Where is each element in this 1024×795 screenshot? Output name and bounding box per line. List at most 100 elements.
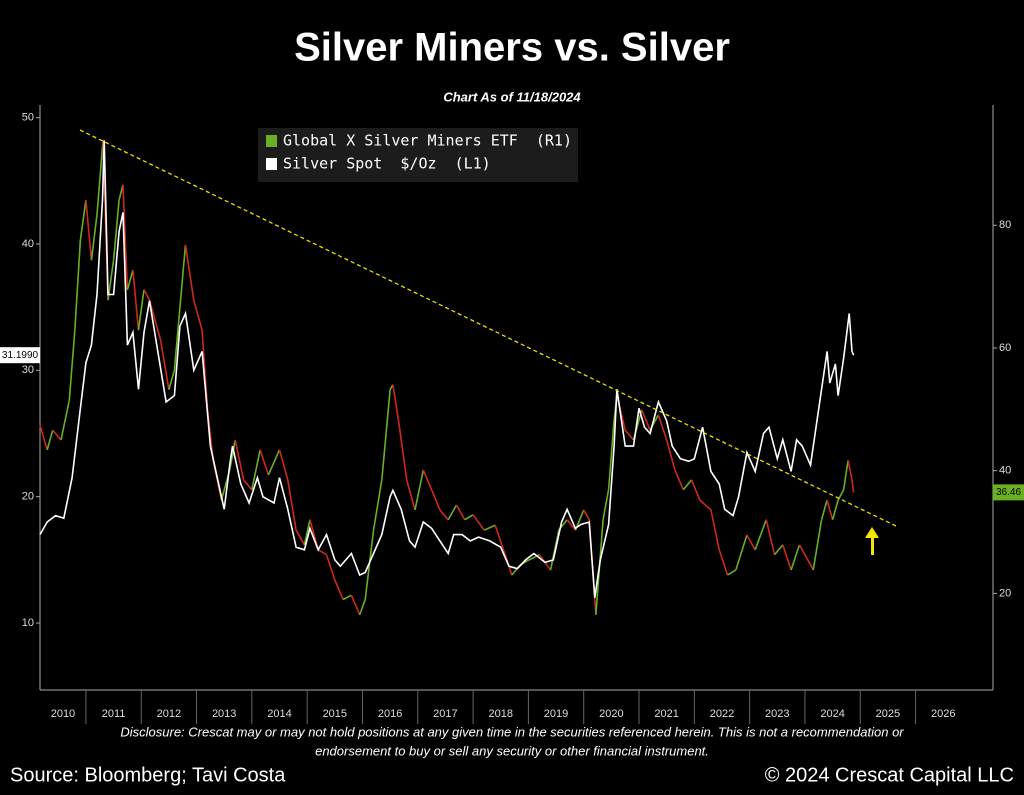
- line-segment: [46, 429, 54, 451]
- y2-tick-label: 80: [999, 219, 1011, 231]
- line-segment: [464, 514, 474, 521]
- line-segment: [192, 299, 203, 331]
- x-tick-label: 2024: [820, 708, 844, 720]
- line-segment: [228, 439, 237, 471]
- line-segment: [790, 544, 801, 571]
- x-tick-label: 2021: [654, 708, 678, 720]
- plot-area: [39, 139, 855, 616]
- x-tick-label: 2012: [157, 708, 181, 720]
- line-segment: [184, 244, 195, 301]
- x-tick-label: 2015: [323, 708, 347, 720]
- line-segment: [414, 469, 425, 511]
- line-segment: [699, 499, 712, 511]
- x-tick-label: 2019: [544, 708, 568, 720]
- line-segment: [85, 200, 93, 261]
- y2-tick-label: 40: [999, 465, 1011, 477]
- legend-box: [258, 128, 578, 182]
- line-segment: [447, 504, 458, 521]
- last-price-box: [0, 347, 40, 364]
- y-tick-label: 10: [22, 617, 34, 629]
- line-segment: [607, 419, 615, 490]
- line-segment: [812, 519, 823, 571]
- line-segment: [79, 199, 87, 241]
- x-tick-label: 2023: [765, 708, 789, 720]
- line-segment: [798, 544, 806, 556]
- line-segment: [754, 519, 767, 551]
- line-segment: [251, 449, 261, 490]
- legend-label: Silver Spot $/Oz (L1): [283, 155, 491, 173]
- arrow: [865, 527, 879, 555]
- line-segment: [317, 549, 327, 556]
- line-segment: [234, 439, 245, 481]
- line-segment: [422, 469, 433, 490]
- legend-label: Global X Silver Miners ETF (R1): [283, 132, 572, 150]
- series-line: [39, 140, 855, 598]
- line-segment: [143, 289, 151, 301]
- line-segment: [137, 289, 145, 331]
- line-segment: [566, 519, 577, 531]
- line-segment: [96, 139, 104, 215]
- line-segment: [430, 489, 441, 511]
- line-segment: [148, 299, 162, 341]
- y2-tick-label: 20: [999, 587, 1011, 599]
- line-segment: [851, 479, 855, 493]
- disclosure: endorsement to buy or sell any security …: [315, 743, 709, 758]
- line-segment: [847, 460, 853, 481]
- x-tick-label: 2011: [102, 708, 126, 720]
- last-price-label: 31.1990: [2, 350, 39, 361]
- line-segment: [159, 339, 170, 390]
- line-segment: [287, 479, 297, 531]
- line-segment: [259, 449, 270, 476]
- line-segment: [735, 534, 748, 571]
- line-segment: [718, 549, 729, 576]
- line-segment: [765, 519, 776, 555]
- line-segment: [472, 514, 485, 531]
- line-segment: [657, 414, 668, 441]
- line-segment: [132, 269, 140, 331]
- x-tick-label: 2017: [433, 708, 457, 720]
- line-segment: [439, 509, 449, 521]
- line-segment: [710, 509, 720, 550]
- last-price-box: [993, 484, 1024, 501]
- line-segment: [303, 519, 311, 546]
- line-segment: [746, 534, 756, 551]
- line-segment: [682, 479, 693, 491]
- line-segment: [455, 504, 466, 521]
- line-segment: [278, 449, 289, 481]
- line-segment: [804, 554, 814, 571]
- last-price-label: 36.46: [996, 487, 1021, 498]
- line-segment: [381, 389, 391, 480]
- y-tick-label: 30: [22, 364, 34, 376]
- x-tick-label: 2020: [599, 708, 623, 720]
- line-segment: [831, 499, 839, 520]
- x-tick-label: 2018: [488, 708, 512, 720]
- line-segment: [112, 200, 120, 261]
- y-tick-label: 50: [22, 112, 34, 124]
- line-segment: [107, 260, 115, 301]
- line-segment: [690, 479, 701, 501]
- y-tick-label: 40: [22, 238, 34, 250]
- line-segment: [74, 239, 82, 331]
- x-tick-label: 2025: [876, 708, 900, 720]
- line-segment: [727, 569, 737, 576]
- legend-swatch: [266, 158, 277, 170]
- line-segment: [173, 244, 187, 371]
- chart-subtitle: Chart As of 11/18/2024: [443, 89, 581, 104]
- line-segment: [358, 599, 366, 616]
- axes-frame: [39, 105, 994, 691]
- x-tick-label: 2014: [267, 708, 291, 720]
- line-segment: [325, 554, 336, 581]
- copyright: © 2024 Crescat Capital LLC: [765, 764, 1014, 786]
- x-tick-label: 2026: [931, 708, 955, 720]
- chart-title: Silver Miners vs. Silver: [294, 26, 730, 70]
- line-segment: [624, 429, 635, 441]
- line-segment: [665, 439, 676, 471]
- line-segment: [641, 409, 651, 431]
- line-segment: [39, 425, 48, 451]
- line-segment: [826, 499, 834, 520]
- line-segment: [52, 429, 62, 441]
- line-segment: [126, 269, 134, 290]
- line-segment: [168, 369, 176, 390]
- line-segment: [350, 594, 361, 616]
- y-tick-label: 20: [22, 491, 34, 503]
